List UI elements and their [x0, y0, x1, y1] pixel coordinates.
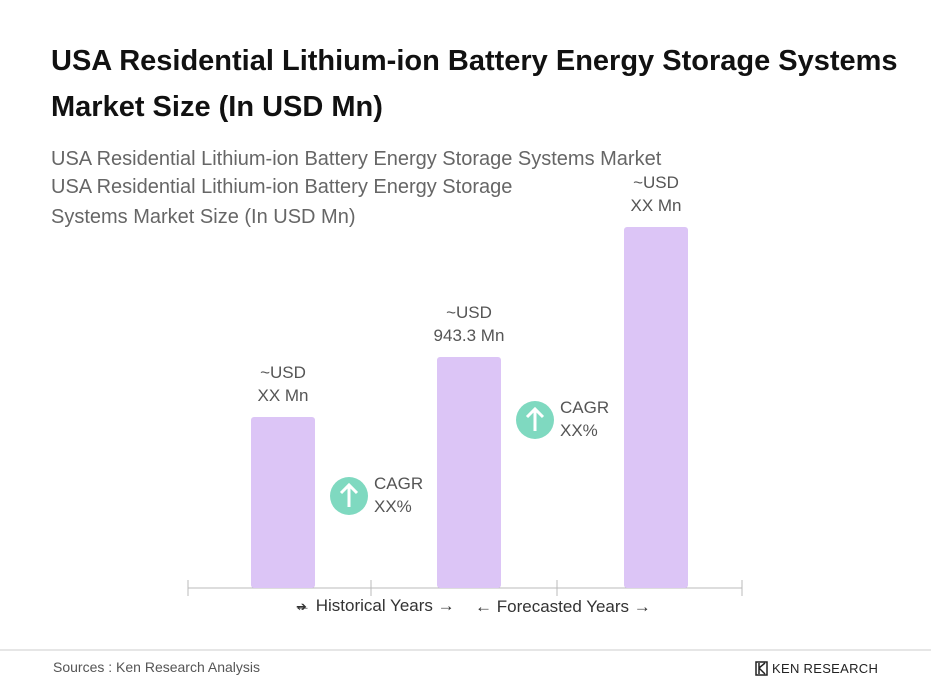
bar [251, 417, 315, 588]
period-text: Forecasted Years [496, 597, 630, 616]
subtitle: USA Residential Lithium-ion Battery Ener… [51, 176, 513, 228]
arrow: ➔ [296, 599, 307, 614]
bar [624, 227, 688, 588]
period-text: Historical Years [315, 596, 433, 615]
subtitle: USA Residential Lithium-ion Battery Ener… [51, 148, 662, 170]
chart-title: USA Residential Lithium-ion Battery Ener… [51, 45, 898, 123]
value-label: ~USD XX Mn [257, 363, 309, 406]
cagr-label: CAGR XX% [374, 474, 424, 516]
period-label: ← Historical Years → [294, 596, 455, 615]
bar [437, 356, 501, 588]
value-label: ~USD 943.3 Mn [433, 302, 505, 345]
logo-icon [755, 661, 768, 676]
logo: KEN RESEARCH [772, 661, 879, 676]
cagr-icon [330, 477, 368, 515]
cagr-icon [516, 401, 554, 439]
source: Sources : Ken Research Analysis [53, 659, 260, 675]
cagr-label: CAGR XX% [560, 398, 610, 440]
value-label: ~USD XX Mn [630, 173, 682, 215]
period-label: ← Forecasted Years → [475, 597, 651, 616]
